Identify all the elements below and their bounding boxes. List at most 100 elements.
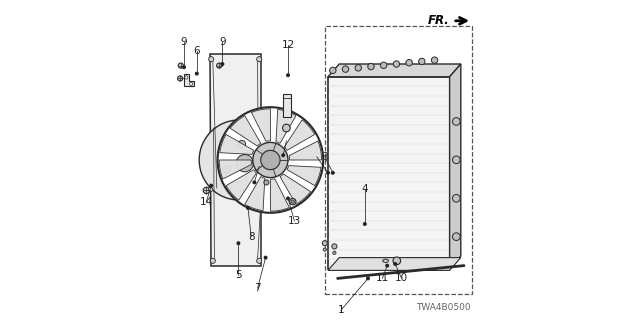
Bar: [325, 26, 472, 294]
Text: 10: 10: [395, 273, 408, 284]
Polygon shape: [270, 179, 289, 211]
Circle shape: [289, 198, 296, 205]
Text: 13: 13: [288, 216, 301, 226]
Polygon shape: [219, 160, 252, 179]
Circle shape: [431, 57, 438, 63]
Circle shape: [452, 118, 460, 125]
Text: 12: 12: [282, 40, 294, 50]
Polygon shape: [210, 54, 261, 266]
Polygon shape: [184, 74, 193, 86]
Circle shape: [208, 187, 212, 192]
Circle shape: [393, 257, 401, 265]
Text: 2: 2: [314, 152, 320, 162]
Circle shape: [394, 263, 396, 265]
Circle shape: [368, 63, 374, 70]
Circle shape: [330, 67, 336, 74]
Circle shape: [238, 140, 246, 148]
Polygon shape: [244, 177, 265, 211]
Circle shape: [355, 65, 362, 71]
Circle shape: [367, 277, 369, 280]
Circle shape: [452, 156, 460, 164]
Circle shape: [259, 153, 267, 161]
Polygon shape: [280, 174, 310, 204]
Bar: [283, 94, 291, 117]
Bar: [328, 77, 450, 269]
Circle shape: [209, 57, 214, 62]
Circle shape: [230, 149, 259, 178]
Circle shape: [236, 155, 253, 172]
Circle shape: [264, 256, 267, 259]
Circle shape: [223, 165, 230, 173]
Circle shape: [452, 194, 460, 202]
Text: 3: 3: [321, 152, 328, 162]
Text: 9: 9: [219, 36, 226, 47]
Text: 4: 4: [362, 184, 368, 194]
Circle shape: [183, 66, 186, 68]
Circle shape: [253, 142, 288, 178]
Polygon shape: [284, 120, 315, 150]
Circle shape: [247, 207, 250, 209]
Polygon shape: [230, 116, 261, 146]
Polygon shape: [287, 165, 321, 186]
Text: 16: 16: [280, 136, 293, 146]
Circle shape: [253, 181, 255, 184]
Polygon shape: [289, 141, 322, 160]
Circle shape: [380, 62, 387, 68]
Polygon shape: [328, 258, 461, 270]
Text: 9: 9: [180, 36, 188, 47]
Text: FR.: FR.: [428, 14, 450, 27]
Circle shape: [221, 63, 224, 65]
Circle shape: [327, 172, 329, 174]
Polygon shape: [226, 170, 257, 200]
Circle shape: [204, 187, 210, 194]
Circle shape: [282, 154, 284, 156]
Circle shape: [257, 258, 262, 263]
Polygon shape: [220, 134, 254, 155]
Ellipse shape: [383, 259, 388, 262]
Polygon shape: [450, 64, 461, 269]
Circle shape: [189, 82, 193, 85]
Text: 7: 7: [254, 283, 261, 293]
Circle shape: [364, 223, 366, 225]
Circle shape: [260, 150, 280, 170]
Circle shape: [342, 66, 349, 72]
Circle shape: [386, 264, 388, 267]
Circle shape: [210, 184, 212, 187]
Circle shape: [287, 197, 289, 200]
Text: 8: 8: [248, 232, 255, 242]
Text: 1: 1: [337, 305, 344, 316]
Circle shape: [210, 258, 215, 263]
Circle shape: [264, 180, 269, 185]
Circle shape: [332, 172, 334, 174]
Circle shape: [332, 244, 337, 249]
Circle shape: [185, 76, 188, 79]
Text: 11: 11: [376, 273, 389, 284]
Circle shape: [216, 63, 222, 68]
Circle shape: [283, 124, 290, 132]
Text: 15: 15: [253, 161, 266, 172]
Circle shape: [393, 61, 399, 67]
Polygon shape: [328, 64, 461, 77]
Text: 6: 6: [193, 46, 200, 56]
Circle shape: [419, 58, 425, 65]
Text: 5: 5: [235, 270, 242, 280]
Circle shape: [287, 74, 289, 76]
Text: TWA4B0500: TWA4B0500: [416, 303, 470, 312]
Polygon shape: [252, 109, 270, 141]
Circle shape: [199, 120, 279, 200]
Circle shape: [218, 107, 323, 213]
Circle shape: [178, 76, 183, 81]
Circle shape: [333, 251, 336, 254]
Circle shape: [257, 57, 262, 62]
Circle shape: [406, 60, 412, 66]
Circle shape: [237, 242, 240, 244]
Circle shape: [196, 72, 198, 75]
Polygon shape: [276, 109, 296, 143]
Circle shape: [219, 140, 259, 180]
Circle shape: [323, 241, 328, 246]
Circle shape: [291, 200, 294, 203]
Circle shape: [178, 63, 184, 68]
Circle shape: [323, 248, 326, 251]
Circle shape: [452, 233, 460, 241]
Text: 14: 14: [200, 196, 213, 207]
